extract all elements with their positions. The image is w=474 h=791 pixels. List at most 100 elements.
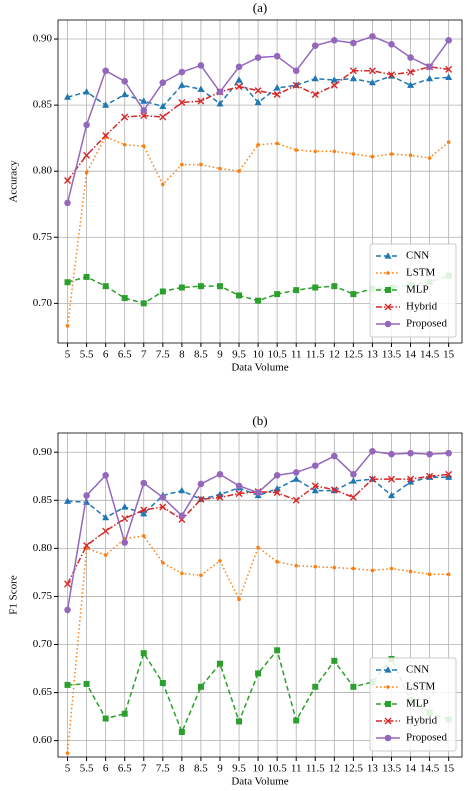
marker [331, 452, 338, 460]
marker [408, 569, 413, 574]
marker [64, 580, 72, 588]
x-tick-label: 12 [329, 763, 340, 775]
x-tick-label: 13.5 [382, 349, 402, 361]
marker [408, 153, 413, 158]
marker [122, 142, 127, 147]
marker [159, 494, 167, 501]
marker [140, 107, 148, 114]
legend: CNN LSTM MLP Hybrid Proposed [369, 243, 457, 338]
x-tick-label: 15 [443, 763, 455, 775]
marker [141, 144, 146, 148]
marker [292, 475, 300, 482]
marker [256, 142, 260, 147]
marker [218, 166, 222, 171]
marker [216, 660, 223, 667]
marker [384, 734, 392, 742]
marker [255, 670, 262, 677]
marker [235, 63, 243, 71]
x-tick-label: 8 [179, 763, 185, 775]
marker [351, 566, 356, 571]
x-tick-label: 8.5 [194, 763, 208, 775]
legend-label: MLP [406, 284, 429, 296]
marker [236, 292, 243, 299]
x-tick-label: 7 [141, 763, 147, 775]
marker [197, 480, 205, 488]
series-line [66, 135, 450, 326]
marker [445, 37, 452, 44]
x-tick-label: 5.5 [80, 349, 94, 361]
y-tick-label: 0.75 [33, 590, 53, 602]
marker [178, 98, 186, 106]
marker [386, 685, 390, 689]
marker [159, 79, 167, 86]
marker [368, 78, 376, 86]
marker [387, 71, 395, 79]
marker [237, 597, 241, 602]
marker [197, 683, 204, 690]
marker [102, 527, 110, 535]
x-axis-label: Data Volume [231, 776, 288, 788]
marker [312, 683, 319, 690]
marker [237, 169, 241, 173]
x-tick-label: 14 [405, 349, 417, 361]
marker [121, 295, 128, 302]
marker [178, 81, 186, 88]
marker [83, 121, 90, 129]
marker [384, 717, 392, 725]
marker [370, 154, 375, 159]
marker [330, 81, 338, 89]
marker [427, 572, 432, 577]
marker [140, 112, 148, 120]
marker [387, 491, 395, 499]
marker [159, 113, 167, 121]
plot-frame [57, 432, 463, 758]
marker [384, 252, 392, 259]
marker [311, 91, 319, 99]
marker [83, 151, 91, 159]
marker [311, 482, 319, 490]
x-tick-label: 7 [141, 349, 147, 361]
marker [313, 564, 318, 569]
x-tick-label: 8.5 [194, 349, 208, 361]
marker [445, 65, 453, 73]
marker [273, 484, 281, 492]
x-tick-label: 14 [405, 763, 417, 775]
y-tick-label: 0.70 [33, 638, 53, 650]
marker [121, 113, 129, 121]
marker [102, 67, 109, 75]
marker [293, 717, 300, 724]
y-tick-label: 0.80 [33, 542, 53, 554]
x-tick-label: 11.5 [306, 763, 325, 775]
marker [350, 39, 357, 47]
marker [426, 63, 433, 71]
marker [84, 170, 89, 175]
legend-label: LSTM [406, 267, 436, 279]
chart-title: (a) [253, 0, 267, 15]
marker [311, 486, 319, 494]
x-tick-label: 13 [367, 763, 379, 775]
marker [159, 679, 166, 686]
marker [369, 33, 376, 40]
marker [159, 503, 167, 511]
x-tick-label: 7.5 [156, 763, 170, 775]
subplot: (b) 0.60 0.65 0.70 0.75 0.80 0.85 0.90 5 5.5 6 6.5 7… [8, 413, 463, 788]
marker [140, 506, 148, 514]
x-tick-label: 15 [443, 349, 455, 361]
marker [446, 572, 451, 577]
marker [313, 149, 318, 154]
marker [216, 471, 224, 478]
marker [349, 493, 357, 501]
marker [197, 62, 205, 69]
marker [161, 182, 165, 187]
marker [349, 67, 357, 75]
marker [235, 83, 243, 91]
marker [311, 462, 319, 469]
marker [311, 42, 319, 49]
marker [141, 534, 146, 538]
y-tick-label: 0.80 [33, 165, 53, 177]
marker [102, 513, 110, 521]
legend-label: LSTM [406, 681, 436, 693]
marker [216, 283, 223, 290]
marker [197, 283, 204, 290]
marker [385, 701, 391, 707]
